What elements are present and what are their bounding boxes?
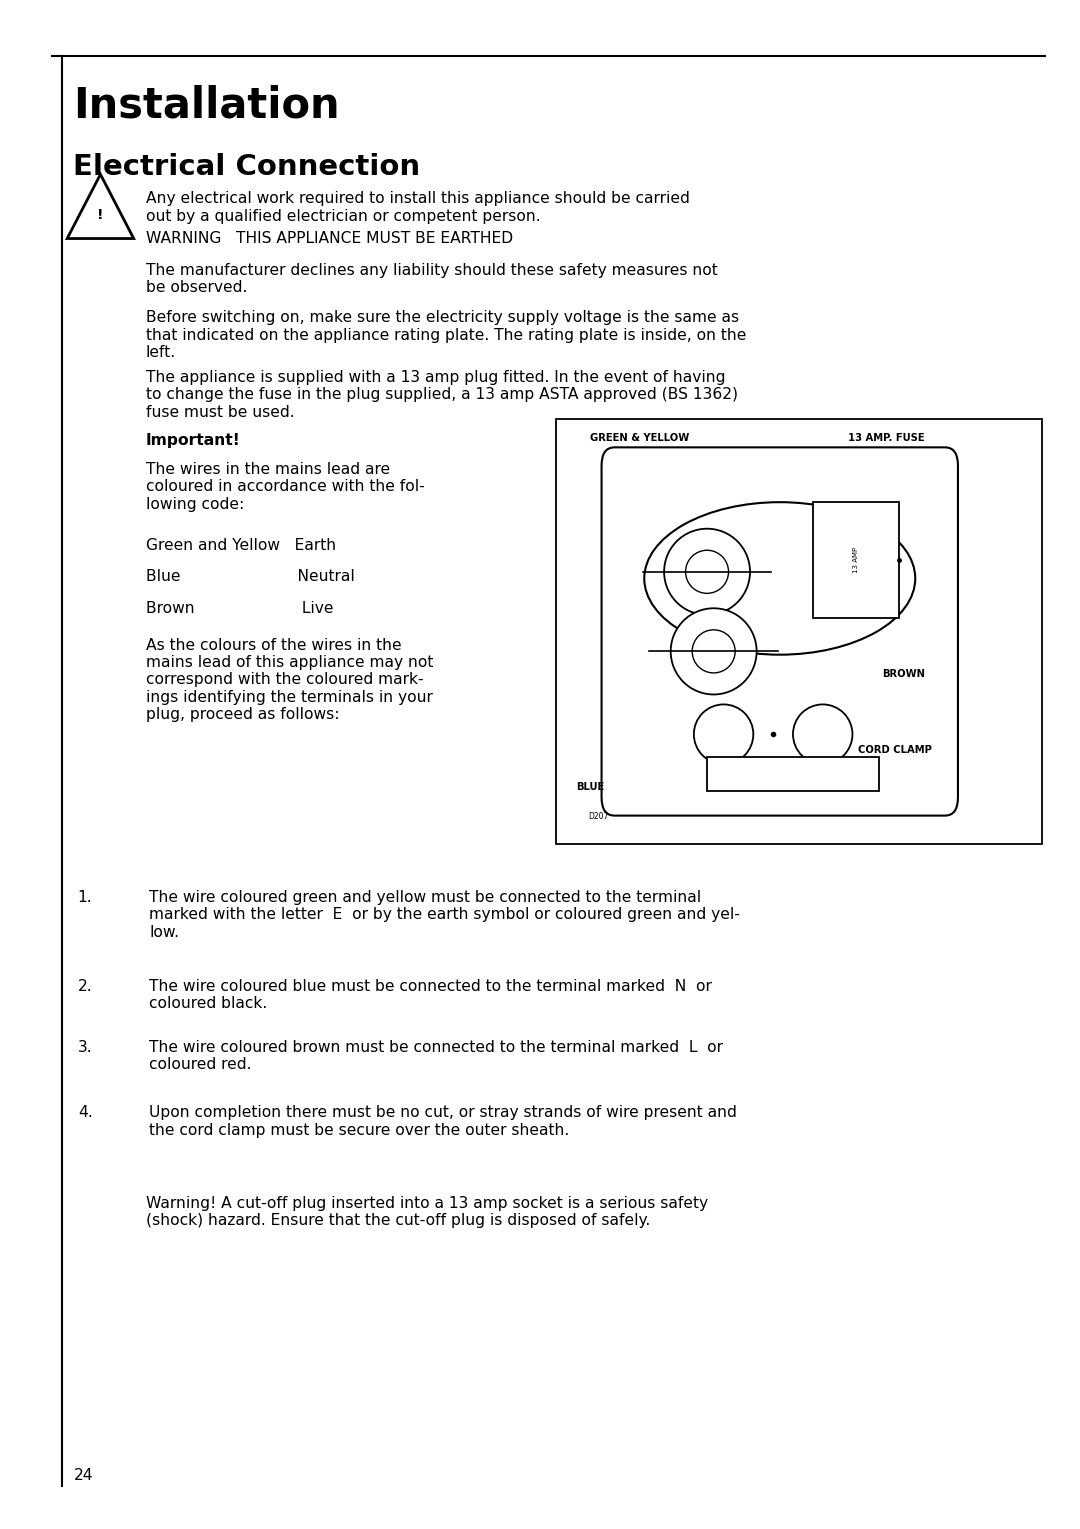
FancyBboxPatch shape bbox=[602, 448, 958, 815]
Text: GREEN & YELLOW: GREEN & YELLOW bbox=[591, 433, 689, 443]
Text: The manufacturer declines any liability should these safety measures not
be obse: The manufacturer declines any liability … bbox=[146, 263, 717, 295]
Text: 13 AMP: 13 AMP bbox=[853, 547, 859, 573]
Text: Upon completion there must be no cut, or stray strands of wire present and
the c: Upon completion there must be no cut, or… bbox=[149, 1105, 737, 1138]
Text: !: ! bbox=[97, 208, 104, 222]
FancyBboxPatch shape bbox=[556, 419, 1042, 844]
Text: Brown                      Live: Brown Live bbox=[146, 601, 334, 616]
Ellipse shape bbox=[692, 630, 735, 673]
Text: WARNING   THIS APPLIANCE MUST BE EARTHED: WARNING THIS APPLIANCE MUST BE EARTHED bbox=[146, 231, 513, 246]
Ellipse shape bbox=[664, 529, 750, 615]
Text: Blue                        Neutral: Blue Neutral bbox=[146, 569, 354, 584]
Ellipse shape bbox=[693, 705, 754, 764]
Text: 3.: 3. bbox=[78, 1040, 93, 1055]
Text: Important!: Important! bbox=[146, 433, 241, 448]
FancyBboxPatch shape bbox=[707, 757, 879, 790]
Text: 13 AMP. FUSE: 13 AMP. FUSE bbox=[848, 433, 924, 443]
Text: CORD CLAMP: CORD CLAMP bbox=[858, 746, 931, 755]
Text: 4.: 4. bbox=[78, 1105, 93, 1121]
Text: Any electrical work required to install this appliance should be carried
out by : Any electrical work required to install … bbox=[146, 191, 690, 223]
Text: The appliance is supplied with a 13 amp plug fitted. In the event of having
to c: The appliance is supplied with a 13 amp … bbox=[146, 370, 738, 420]
Text: D207: D207 bbox=[588, 812, 608, 821]
Text: Before switching on, make sure the electricity supply voltage is the same as
tha: Before switching on, make sure the elect… bbox=[146, 310, 746, 361]
Text: 2.: 2. bbox=[78, 979, 93, 994]
FancyBboxPatch shape bbox=[813, 502, 899, 618]
Text: BLUE: BLUE bbox=[576, 781, 604, 792]
Text: The wire coloured green and yellow must be connected to the terminal
marked with: The wire coloured green and yellow must … bbox=[149, 890, 740, 940]
Text: Electrical Connection: Electrical Connection bbox=[73, 153, 420, 180]
Ellipse shape bbox=[671, 609, 757, 694]
Text: 1.: 1. bbox=[78, 890, 93, 905]
Ellipse shape bbox=[686, 550, 729, 593]
Text: 24: 24 bbox=[73, 1468, 93, 1483]
Ellipse shape bbox=[793, 705, 852, 764]
Text: BROWN: BROWN bbox=[882, 670, 924, 679]
Text: As the colours of the wires in the
mains lead of this appliance may not
correspo: As the colours of the wires in the mains… bbox=[146, 638, 433, 722]
Text: Warning! A cut-off plug inserted into a 13 amp socket is a serious safety
(shock: Warning! A cut-off plug inserted into a … bbox=[146, 1196, 707, 1228]
Text: The wire coloured brown must be connected to the terminal marked  L  or
coloured: The wire coloured brown must be connecte… bbox=[149, 1040, 723, 1072]
Text: The wire coloured blue must be connected to the terminal marked  N  or
coloured : The wire coloured blue must be connected… bbox=[149, 979, 712, 1011]
Text: Green and Yellow   Earth: Green and Yellow Earth bbox=[146, 538, 336, 553]
Text: Installation: Installation bbox=[73, 84, 340, 125]
Text: The wires in the mains lead are
coloured in accordance with the fol-
lowing code: The wires in the mains lead are coloured… bbox=[146, 462, 424, 512]
Ellipse shape bbox=[645, 502, 915, 654]
